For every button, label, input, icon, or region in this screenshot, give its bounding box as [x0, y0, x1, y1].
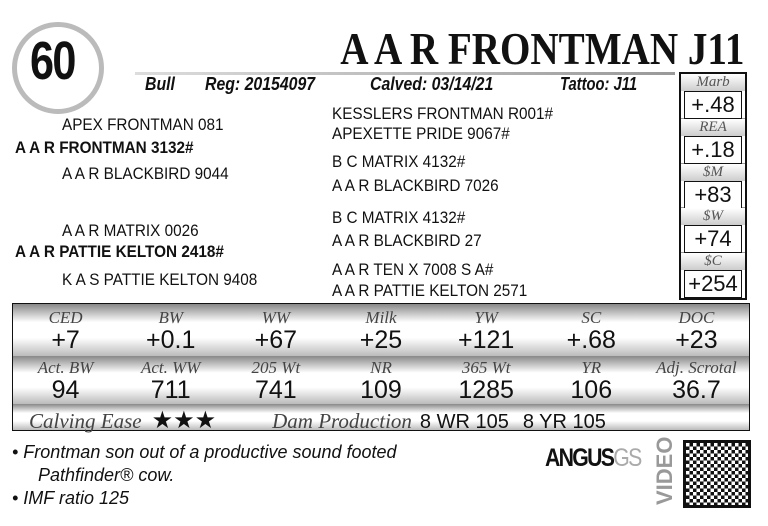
sire-sire: APEX FRONTMAN 081 [62, 115, 224, 134]
epd-value: +.68 [566, 326, 616, 354]
perf-value: 1285 [458, 376, 514, 404]
dds: A A R TEN X 7008 S A# [332, 260, 494, 279]
perf-label: NR [370, 358, 392, 377]
calving-ease-label: Calving Ease [29, 409, 142, 433]
perf-value: 109 [360, 376, 402, 404]
perf-label: Adj. Scrotal [656, 358, 737, 377]
perf-label: 205 Wt [251, 358, 301, 377]
note-3: • IMF ratio 125 [12, 488, 130, 508]
calved-date: Calved: 03/14/21 [370, 74, 494, 94]
epd-label: BW [158, 308, 183, 327]
epd-label: WW [261, 308, 291, 327]
perf-label: Act. BW [37, 358, 94, 377]
epd-label: SC [581, 308, 602, 327]
perf-value: 94 [51, 376, 80, 404]
perf-label: 365 Wt [461, 358, 511, 377]
epd-c: $C +254 [681, 253, 745, 299]
epd-value: +67 [254, 326, 298, 354]
note-1: • Frontman son out of a productive sound… [12, 442, 397, 462]
sex: Bull [145, 74, 175, 94]
sire: A A R FRONTMAN 3132# [15, 138, 194, 157]
epd-label: CED [48, 308, 83, 327]
registration: Reg: 20154097 [205, 74, 316, 94]
epd-label: Milk [365, 308, 397, 327]
perf-label: YR [581, 358, 602, 377]
lot-number: 60 [30, 31, 76, 91]
perf-value: 36.7 [672, 376, 721, 404]
divider [135, 72, 675, 75]
sire-dam: A A R BLACKBIRD 9044 [62, 164, 229, 183]
lot-logo [12, 22, 104, 114]
dam-sire: A A R MATRIX 0026 [62, 221, 199, 240]
perf-value: 711 [150, 376, 191, 404]
dam-production-label: Dam Production [272, 409, 412, 433]
epd-label: YW [474, 308, 498, 327]
ssd: APEXETTE PRIDE 9067# [332, 124, 510, 143]
tattoo: Tattoo: J11 [560, 74, 638, 94]
epd-rea: REA +.18 [681, 118, 745, 164]
note-2: Pathfinder® cow. [38, 465, 175, 485]
sdd: A A R BLACKBIRD 7026 [332, 176, 499, 195]
calving-ease-stars: ★★★ [151, 407, 217, 434]
perf-value: 741 [254, 376, 297, 404]
sds: B C MATRIX 4132# [332, 152, 466, 171]
angus-gs-logo: ANGUSGS [545, 444, 642, 472]
epd-value: +7 [51, 326, 80, 354]
epd-value: +121 [457, 326, 515, 354]
dam-yr: 8 YR 105 [522, 411, 606, 433]
qr-code[interactable] [683, 440, 751, 508]
perf-value: 106 [570, 376, 613, 404]
dam-dam: K A S PATTIE KELTON 9408 [62, 270, 258, 289]
sss: KESSLERS FRONTMAN R001# [332, 104, 554, 123]
perf-label: Act. WW [140, 358, 201, 377]
dss: B C MATRIX 4132# [332, 208, 466, 227]
video-label: VIDEO [652, 436, 677, 505]
dam: A A R PATTIE KELTON 2418# [15, 242, 224, 261]
ddd: A A R PATTIE KELTON 2571 [332, 281, 528, 300]
animal-name: A A R FRONTMAN J11 [339, 23, 744, 74]
epd-m: $M +83 [681, 163, 745, 209]
epd-value: +23 [675, 326, 718, 354]
dam-wr: 8 WR 105 [419, 411, 509, 433]
stats-box: CED BW WW Milk YW SC DOC +7 +0.1 +67 +25 +121 +.68 +… [12, 303, 750, 434]
dsd: A A R BLACKBIRD 27 [332, 231, 482, 250]
epd-w: $W +74 [681, 208, 745, 254]
epd-value: +0.1 [146, 326, 196, 354]
epd-value: +25 [359, 326, 403, 354]
epd-marb: Marb +.48 [681, 74, 745, 119]
epd-side-box: Marb +.48 REA +.18 $M +83 $W +74 $C +254 [679, 72, 747, 300]
epd-label: DOC [678, 308, 715, 327]
